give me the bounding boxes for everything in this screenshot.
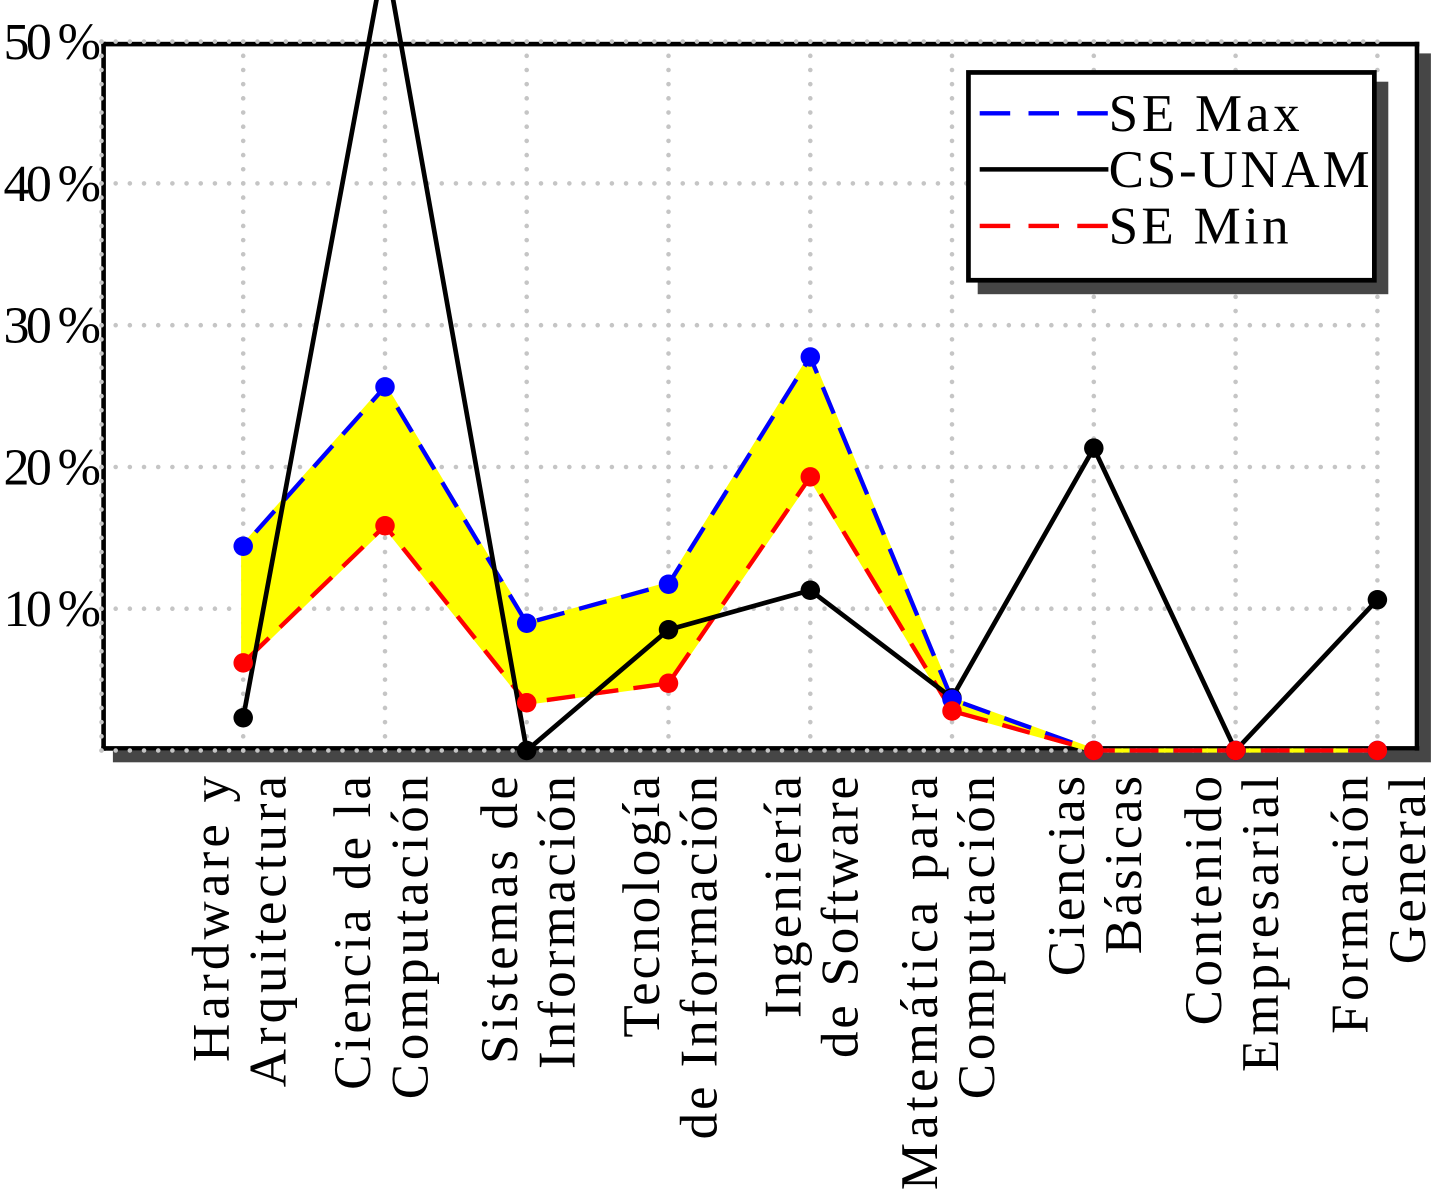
svg-text:50 %: 50 % [4, 14, 102, 71]
svg-text:Básicas: Básicas [1095, 776, 1153, 954]
svg-text:30 %: 30 % [4, 298, 102, 355]
svg-text:20 %: 20 % [4, 439, 102, 496]
svg-text:Matemática para: Matemática para [891, 776, 949, 1190]
svg-text:General: General [1379, 776, 1433, 964]
svg-text:40 %: 40 % [4, 156, 102, 213]
svg-text:Computación: Computación [948, 776, 1006, 1099]
svg-text:Computación: Computación [382, 776, 440, 1099]
svg-text:de Software: de Software [812, 776, 870, 1058]
svg-text:Ciencia de la: Ciencia de la [324, 776, 382, 1090]
svg-text:Arquitectura: Arquitectura [240, 776, 298, 1087]
svg-text:10 %: 10 % [4, 581, 102, 638]
svg-text:de Información: de Información [670, 776, 728, 1139]
svg-text:Información: Información [529, 776, 587, 1069]
svg-text:Contenido: Contenido [1175, 776, 1233, 1025]
svg-text:Hardware y: Hardware y [182, 776, 240, 1063]
svg-text:SE Min: SE Min [1109, 197, 1289, 255]
svg-text:Tecnología: Tecnología [613, 776, 671, 1038]
svg-text:Ingeniería: Ingeniería [754, 776, 812, 1018]
svg-text:Formación: Formación [1322, 776, 1380, 1034]
svg-text:Empresarial: Empresarial [1232, 776, 1290, 1072]
svg-text:Sistemas de: Sistemas de [471, 776, 529, 1064]
svg-text:Ciencias: Ciencias [1038, 776, 1096, 976]
